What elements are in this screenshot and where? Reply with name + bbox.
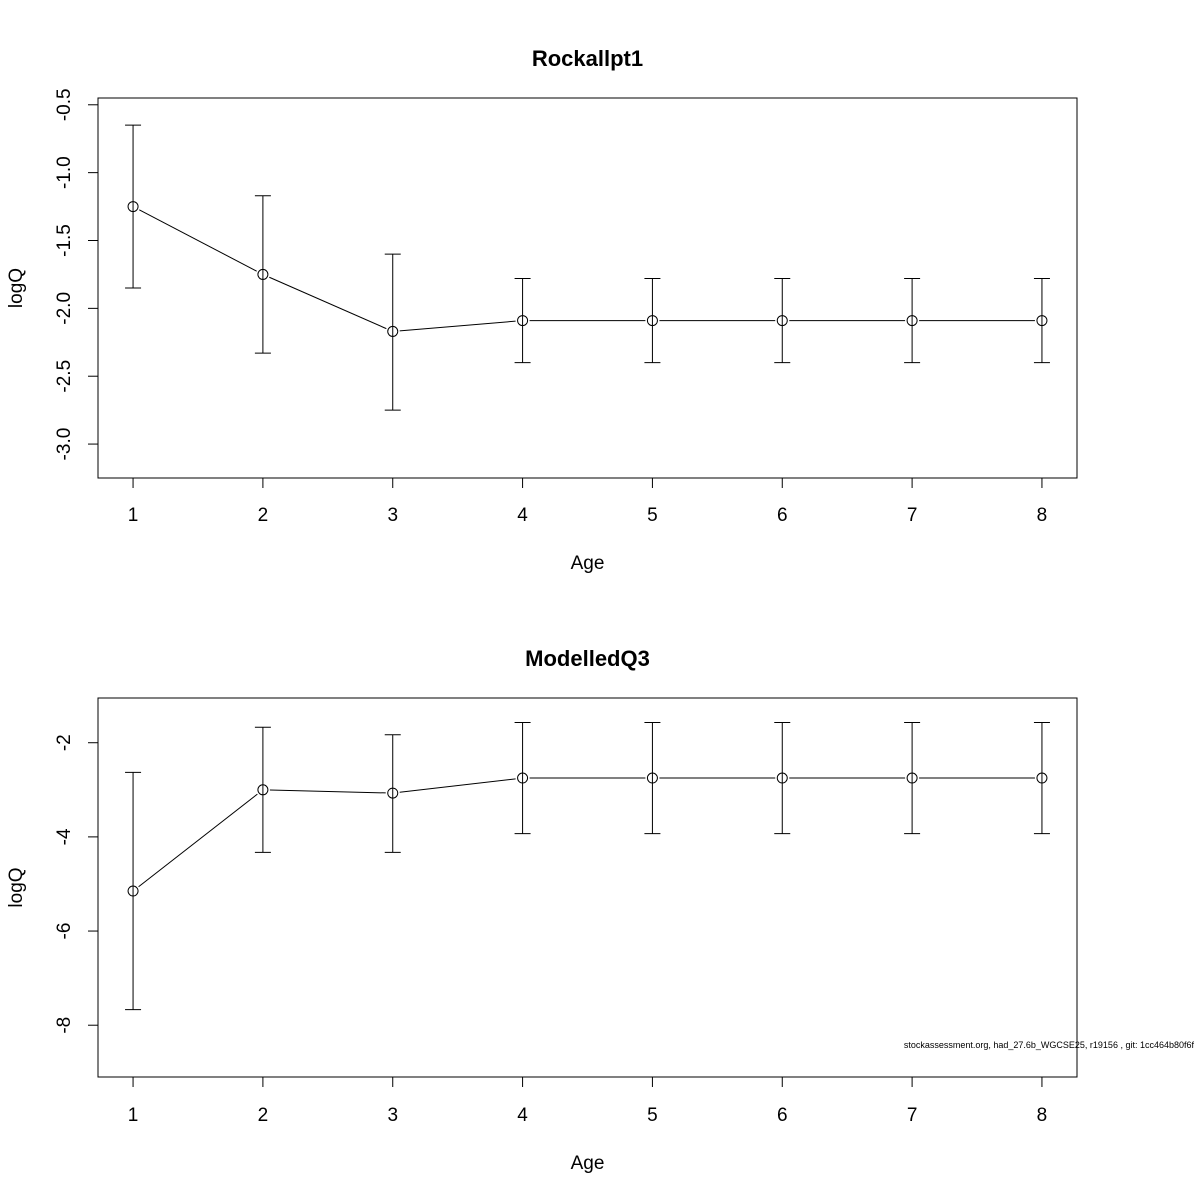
panel-2-data-point <box>257 784 269 796</box>
panel-1-series-segment <box>139 209 257 272</box>
panel-2-y-tick-label: -6 <box>54 923 75 940</box>
panel-2-x-tick-label: 7 <box>907 1105 918 1126</box>
panel-1-x-tick-label: 3 <box>387 505 398 526</box>
panel-2-data-point <box>517 772 529 784</box>
panel-2-series-segment <box>399 778 516 793</box>
panel-2-x-tick-label: 6 <box>777 1105 788 1126</box>
panel-2-x-tick-label: 4 <box>517 1105 528 1126</box>
panel-1-data-point <box>646 315 658 327</box>
panel-1-x-tick-label: 8 <box>1037 505 1048 526</box>
panel-2-data-point <box>387 787 399 799</box>
panel-1-x-tick-label: 2 <box>258 505 269 526</box>
panel-1-y-tick-label: -2.0 <box>54 292 75 325</box>
panel-2-y-tick-label: -4 <box>54 828 75 845</box>
panel-1-series-segment <box>269 276 387 330</box>
panel-1-title: Rockallpt1 <box>532 46 643 71</box>
panel-1-x-tick-label: 4 <box>517 505 528 526</box>
panel-2-data-point <box>127 885 139 897</box>
panel-1-y-axis-label: logQ <box>6 268 27 308</box>
panel-2-plot-frame <box>97 697 1078 1078</box>
footer-credit: stockassessment.org, had_27.6b_WGCSE25, … <box>904 1040 1195 1050</box>
panel-1-x-axis-label: Age <box>571 553 605 574</box>
panel-1-data-point <box>776 315 788 327</box>
panel-2-data-point <box>646 772 658 784</box>
panel-1-x-tick-label: 6 <box>777 505 788 526</box>
panel-1-x-tick-label: 5 <box>647 505 658 526</box>
panel-2-data-point <box>776 772 788 784</box>
panel-2-title: ModelledQ3 <box>525 646 650 671</box>
panel-1-series-segment <box>399 320 516 332</box>
panel-2-data-point <box>906 772 918 784</box>
panel-1-data-point <box>1036 315 1048 327</box>
panel-1-y-tick-label: -0.5 <box>54 88 75 121</box>
panel-2-y-tick-label: -2 <box>54 734 75 751</box>
panel-2-x-tick-label: 2 <box>258 1105 269 1126</box>
panel-2-x-tick-label: 5 <box>647 1105 658 1126</box>
panel-1-y-tick-label: -2.5 <box>54 360 75 393</box>
panel-2-y-axis-label: logQ <box>6 867 27 907</box>
panel-1-x-tick-label: 1 <box>128 505 139 526</box>
panel-1-y-tick-label: -1.5 <box>54 224 75 257</box>
panel-2-x-tick-label: 3 <box>387 1105 398 1126</box>
panel-1-y-tick-label: -1.0 <box>54 156 75 189</box>
panel-2-x-axis-label: Age <box>571 1153 605 1174</box>
panel-1-data-point <box>387 325 399 337</box>
panel-2-series-segment <box>138 793 258 888</box>
panel-1-y-tick-label: -3.0 <box>54 428 75 461</box>
panel-2-data-point <box>1036 772 1048 784</box>
panel-1-data-point <box>517 315 529 327</box>
panel-2-y-tick-label: -8 <box>54 1017 75 1034</box>
panel-1-data-point <box>127 201 139 213</box>
panel-1-x-tick-label: 7 <box>907 505 918 526</box>
panel-1-data-point <box>257 268 269 280</box>
panel-2-series-segment <box>269 789 386 794</box>
panel-1-data-point <box>906 315 918 327</box>
panel-2-x-tick-label: 1 <box>128 1105 139 1126</box>
panel-2-x-tick-label: 8 <box>1037 1105 1048 1126</box>
panel-1-plot-frame <box>97 97 1078 479</box>
panel-modelledq3: ModelledQ3 1 2 3 4 5 6 7 8 Age -2 -4 -6 -8 logQ <box>6 646 1078 1174</box>
panel-rockallpt1: Rockallpt1 1 2 3 4 5 6 7 8 Age -0.5 -1.0 -1.5 -2.0 -2.… <box>6 46 1078 574</box>
